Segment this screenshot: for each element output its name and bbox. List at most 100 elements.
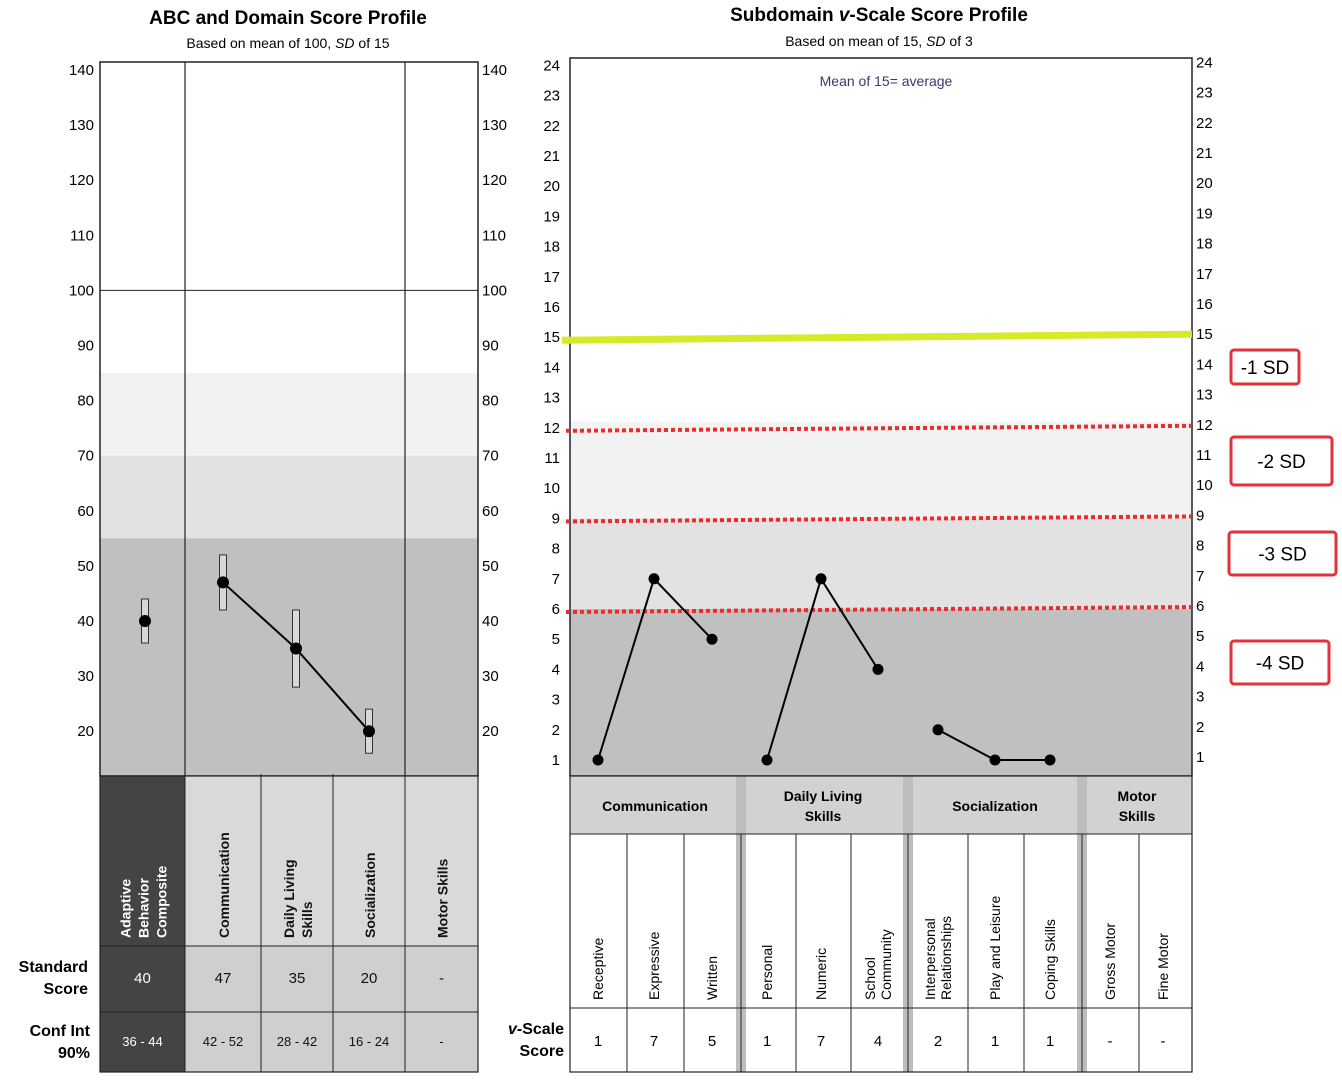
sd-reference-line <box>565 514 1193 524</box>
right-y-tick-label: 19 <box>543 208 560 225</box>
left-column-header-label: Adaptive <box>118 879 134 938</box>
right-y-tick-label-right: 22 <box>1196 115 1213 132</box>
left-column-header-label: Behavior <box>136 878 152 938</box>
v-scale-score-value: 1 <box>1046 1033 1054 1050</box>
band-mid-left <box>100 455 478 539</box>
left-y-tick-label-right: 110 <box>482 227 506 244</box>
right-y-tick-label: 22 <box>543 118 560 135</box>
right-y-tick-label: 17 <box>543 269 560 286</box>
domain-header-label: Motor <box>1118 788 1157 804</box>
subdomain-data-point <box>761 754 773 766</box>
left-y-tick-label: 90 <box>77 338 94 355</box>
subdomain-label: Community <box>878 929 894 1000</box>
left-y-tick-label: 120 <box>69 172 94 189</box>
left-plot-area: 20 20 30 30 40 40 50 50 60 60 70 70 80 80 90 90 100 100 11… <box>19 61 507 1073</box>
left-data-point <box>139 615 151 627</box>
standard-score-value: 40 <box>134 970 151 987</box>
left-y-tick-label-right: 20 <box>482 723 499 740</box>
right-y-tick-label-right: 21 <box>1196 145 1213 162</box>
left-y-tick-label: 20 <box>77 723 94 740</box>
domain-header-label: Skills <box>805 808 842 824</box>
v-scale-row-label: Score <box>520 1043 565 1060</box>
sd-label-box <box>1229 639 1331 686</box>
left-data-point <box>363 725 375 738</box>
domain-header-bg <box>570 776 1192 834</box>
right-y-tick-label-right: 6 <box>1196 598 1204 615</box>
v-scale-score-value: 5 <box>708 1033 716 1050</box>
left-y-tick-label-right: 60 <box>482 503 499 520</box>
left-y-tick-label-right: 80 <box>482 393 499 410</box>
right-y-tick-label-right: 15 <box>1196 326 1213 343</box>
left-column-header-label: Daily Living <box>281 859 297 938</box>
left-y-tick-label: 110 <box>70 227 94 244</box>
subdomain-data-point <box>592 754 604 766</box>
v-scale-score-value: 7 <box>817 1033 825 1050</box>
subdomain-label: Relationships <box>938 916 954 1000</box>
domain-header-label: Daily Living <box>784 788 863 804</box>
subdomain-label: Coping Skills <box>1042 919 1058 1000</box>
right-y-tick-label: 11 <box>544 450 560 467</box>
right-y-tick-label-right: 3 <box>1196 689 1204 706</box>
right-y-tick-label: 16 <box>543 299 560 316</box>
right-y-tick-label: 14 <box>543 359 560 376</box>
left-y-tick-label: 40 <box>77 613 94 630</box>
left-table-frame <box>99 775 479 1073</box>
right-y-tick-label-right: 8 <box>1196 538 1204 555</box>
standard-score-value: - <box>439 970 444 987</box>
mean-annotation: Mean of 15= average <box>820 73 953 89</box>
v-scale-score-value: 1 <box>763 1033 771 1050</box>
domain-header-label: Communication <box>602 798 708 814</box>
right-y-tick-label-right: 16 <box>1196 296 1213 313</box>
sd-label-box <box>1229 348 1301 386</box>
conf-int-value: - <box>439 1034 443 1049</box>
left-y-tick-label: 80 <box>77 393 94 410</box>
left-y-tick-label-right: 130 <box>482 117 507 134</box>
left-y-tick-label: 60 <box>77 503 94 520</box>
subdomain-label: Play and Leisure <box>987 895 1003 1000</box>
right-chart-subtitle: Based on mean of 15, SD of 3 <box>785 33 973 49</box>
mean-reference-line <box>561 330 1193 344</box>
subdomain-label: Fine Motor <box>1155 933 1171 1000</box>
band-light-left <box>100 373 478 456</box>
left-column-header-label: Communication <box>216 832 232 938</box>
right-y-tick-label-right: 7 <box>1196 568 1204 585</box>
left-y-tick-label-right: 100 <box>482 282 507 299</box>
v-scale-score-value: 1 <box>991 1033 999 1050</box>
left-y-tick-label: 30 <box>77 668 94 685</box>
subdomain-label: Receptive <box>590 938 606 1000</box>
left-chart-title: ABC and Domain Score Profile <box>149 8 427 29</box>
right-y-tick-label: 12 <box>543 420 560 437</box>
right-y-tick-label: 6 <box>552 601 560 618</box>
right-y-tick-label: 7 <box>552 571 560 588</box>
left-y-tick-label-right: 90 <box>482 338 499 355</box>
sd-label-text: -2 SD <box>1257 452 1306 473</box>
right-y-tick-label-right: 12 <box>1196 417 1213 434</box>
v-scale-row-label-rest: -Scale <box>517 1021 564 1038</box>
right-y-tick-label: 9 <box>552 510 560 527</box>
v-scale-score-value: 2 <box>934 1033 942 1050</box>
right-y-tick-label-right: 14 <box>1196 356 1213 373</box>
standard-score-row-label: Standard <box>19 959 88 976</box>
right-y-tick-label: 2 <box>552 722 560 739</box>
band-mid-right <box>570 518 1192 609</box>
subdomain-label: School <box>862 957 878 1000</box>
right-y-tick-label-right: 17 <box>1196 266 1213 283</box>
domain-header-label: Skills <box>1119 808 1156 824</box>
right-y-tick-label-right: 19 <box>1196 205 1213 222</box>
subdomain-data-point <box>989 754 1001 766</box>
band-dark-left <box>100 538 478 776</box>
left-column-header-label: Skills <box>299 901 315 938</box>
right-y-tick-label-right: 1 <box>1196 749 1204 766</box>
right-y-tick-label-right: 13 <box>1196 387 1213 404</box>
right-y-tick-label: 5 <box>552 631 560 648</box>
subdomain-data-point <box>932 724 944 736</box>
left-y-tick-label: 50 <box>77 558 94 575</box>
left-data-point <box>290 642 302 655</box>
left-column-header-label: Socialization <box>362 852 378 938</box>
subdomain-label: Expressive <box>646 931 662 1000</box>
right-y-tick-label: 21 <box>543 148 560 165</box>
sd-label-text: -3 SD <box>1258 545 1307 566</box>
conf-int-value: 28 - 42 <box>277 1034 317 1049</box>
left-y-tick-label: 140 <box>69 62 94 79</box>
right-y-tick-label-right: 4 <box>1196 658 1204 675</box>
